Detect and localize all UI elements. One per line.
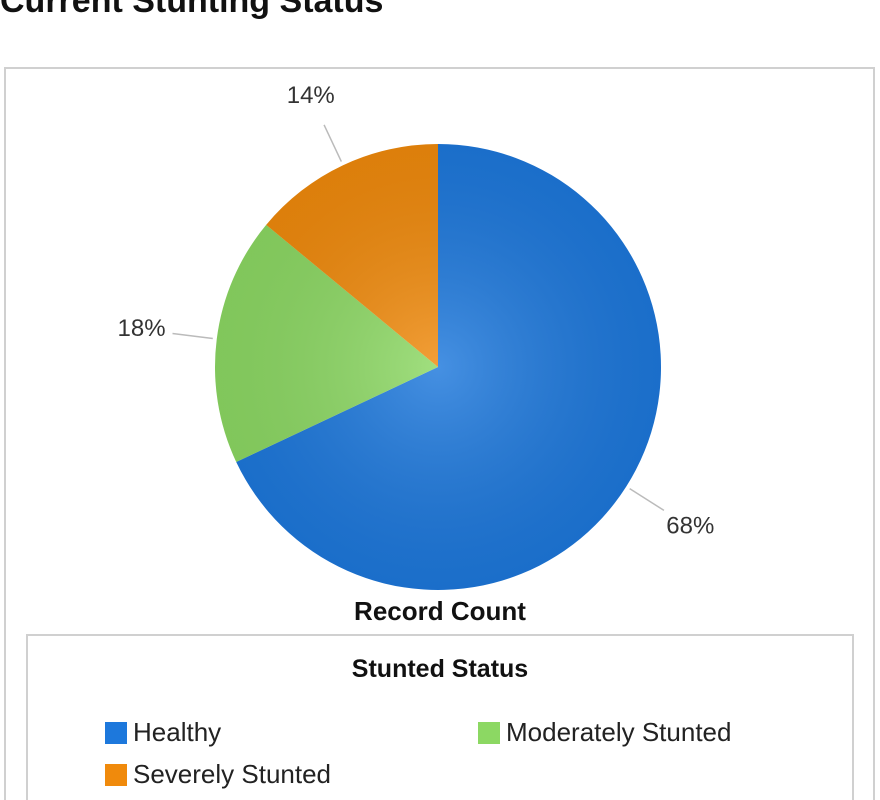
leader-line (323, 124, 343, 162)
leader-line (172, 332, 213, 340)
legend-swatch (478, 722, 500, 744)
legend-swatch (105, 764, 127, 786)
legend-label: Healthy (133, 717, 221, 747)
legend-box (26, 634, 854, 800)
legend-swatch (105, 722, 127, 744)
leader-line (629, 487, 665, 512)
data-label: 18% (118, 315, 166, 342)
legend-label: Severely Stunted (133, 759, 331, 789)
data-label: 68% (666, 512, 714, 539)
legend-label: Moderately Stunted (506, 717, 731, 747)
data-label: 14% (287, 82, 335, 109)
pie (215, 144, 661, 590)
chart-title: Current Stunting Status (0, 0, 383, 20)
axis-label: Record Count (354, 596, 526, 626)
legend-title: Stunted Status (352, 655, 528, 683)
